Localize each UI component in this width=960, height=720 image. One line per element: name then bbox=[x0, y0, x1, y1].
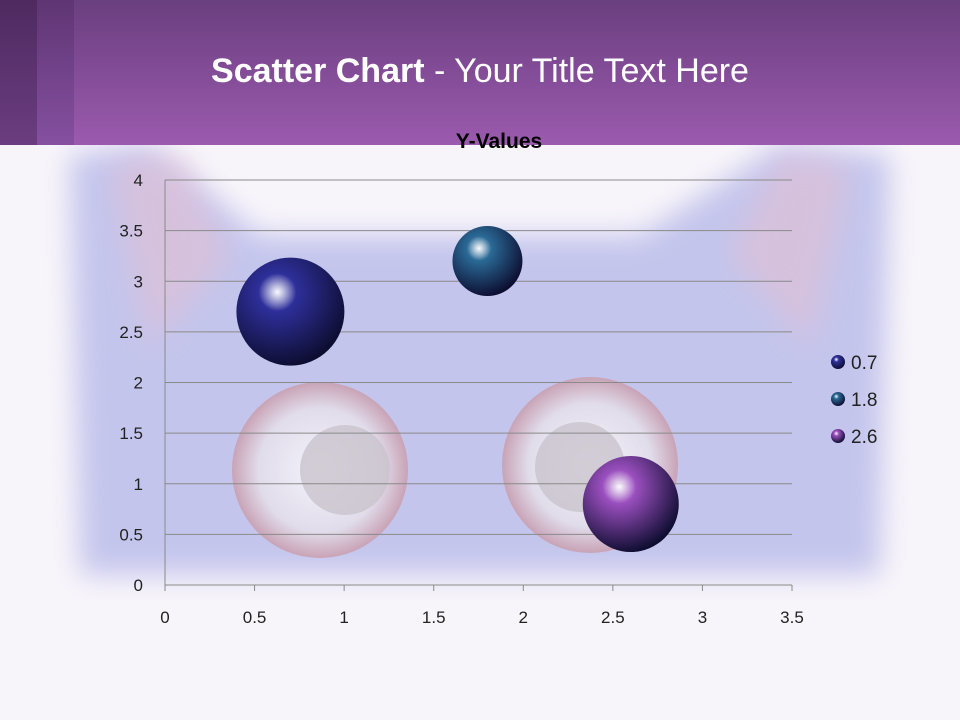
slide-header: Scatter Chart - Your Title Text Here bbox=[0, 0, 960, 145]
x-tick-label: 0 bbox=[160, 608, 169, 627]
legend-marker bbox=[831, 429, 845, 443]
title-bold: Scatter Chart bbox=[211, 52, 425, 90]
y-tick-label: 1 bbox=[134, 475, 143, 494]
title-rest: - Your Title Text Here bbox=[424, 52, 749, 90]
y-tick-label: 2 bbox=[134, 374, 143, 393]
x-tick-label: 2.5 bbox=[601, 608, 625, 627]
x-tick-label: 3 bbox=[698, 608, 707, 627]
monster-background-image bbox=[70, 145, 890, 575]
legend-label: 2.6 bbox=[851, 427, 877, 448]
bubble-point[interactable] bbox=[452, 226, 523, 296]
y-tick-label: 0.5 bbox=[119, 525, 143, 544]
x-tick-label: 1 bbox=[339, 608, 348, 627]
y-tick-label: 3 bbox=[134, 272, 143, 291]
y-tick-label: 2.5 bbox=[119, 323, 143, 342]
legend-label: 1.8 bbox=[851, 390, 877, 411]
slide-title: Scatter Chart - Your Title Text Here bbox=[0, 52, 960, 91]
x-tick-label: 2 bbox=[519, 608, 528, 627]
chart-title: Y-Values bbox=[456, 130, 542, 153]
legend-marker bbox=[831, 355, 845, 369]
x-tick-label: 1.5 bbox=[422, 608, 446, 627]
legend-label: 0.7 bbox=[851, 353, 877, 374]
decor-band bbox=[0, 0, 37, 145]
y-tick-label: 4 bbox=[134, 171, 143, 190]
x-tick-label: 3.5 bbox=[780, 608, 804, 627]
bubble-point[interactable] bbox=[582, 456, 679, 552]
y-tick-label: 3.5 bbox=[119, 222, 143, 241]
legend-marker bbox=[831, 392, 845, 406]
decor-band bbox=[37, 0, 74, 145]
y-tick-label: 0 bbox=[134, 576, 143, 595]
x-tick-label: 0.5 bbox=[243, 608, 267, 627]
bubble-point[interactable] bbox=[236, 257, 345, 366]
y-tick-label: 1.5 bbox=[119, 424, 143, 443]
